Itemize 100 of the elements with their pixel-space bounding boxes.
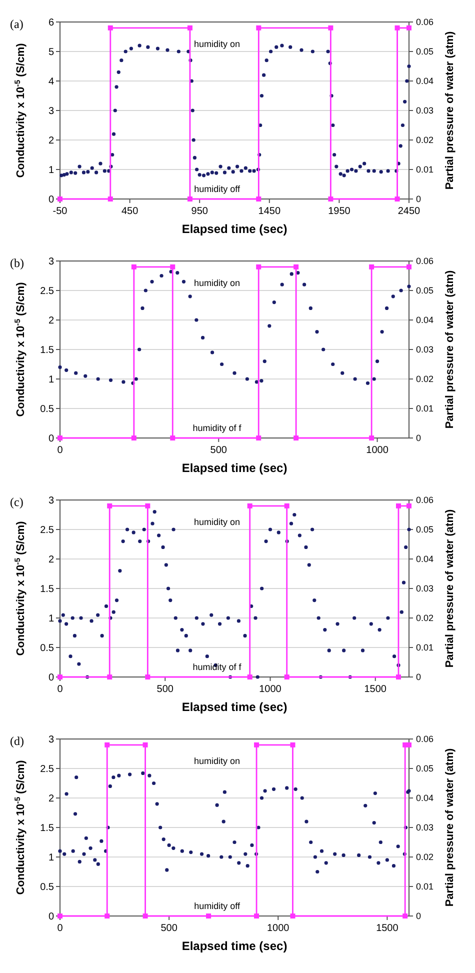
y2-tick-label: 0.04 — [416, 76, 434, 86]
y-tick-label: 1.5 — [40, 584, 54, 595]
text: (a) — [10, 17, 24, 32]
x-axis-title: Elapsed time (sec) — [182, 222, 288, 236]
y2-tick-label: 0.02 — [416, 613, 434, 624]
y-tick-label: 3 — [48, 496, 54, 506]
y2-tick-label: 0 — [416, 911, 422, 922]
y2-tick-label: 0.01 — [416, 642, 434, 653]
point — [188, 294, 192, 298]
point — [194, 318, 198, 322]
y-tick-label: 1 — [48, 165, 54, 176]
x-tick-label: -50 — [52, 206, 68, 217]
x-tick-label: 1000 — [366, 445, 389, 456]
y2-tick-label: 0.03 — [416, 584, 434, 594]
x-tick-label: 1000 — [267, 923, 290, 934]
y2-tick-label: 0.06 — [416, 256, 434, 266]
point — [399, 288, 403, 292]
y-tick-label: 2.5 — [40, 525, 54, 536]
point — [353, 377, 357, 381]
y2-tick-label: 0.04 — [416, 793, 434, 804]
text: (c) — [10, 495, 24, 510]
y2-tick-label: 0.06 — [416, 734, 434, 744]
y2-tick-label: 0 — [416, 194, 422, 204]
y-tick-label: 1.5 — [40, 345, 54, 356]
point — [140, 306, 144, 310]
point — [160, 274, 164, 278]
x-tick-label: 0 — [57, 923, 64, 934]
point — [260, 378, 264, 383]
y-tick-label: 3 — [48, 734, 54, 746]
annotation: humidity on — [194, 39, 240, 50]
y-tick-label: 1.5 — [40, 823, 54, 834]
y-tick-label: 0 — [48, 912, 54, 922]
x-axis-title: Elapsed time (sec) — [182, 700, 288, 714]
point — [372, 377, 376, 381]
y2-tick-label: 0.01 — [416, 404, 434, 414]
point — [144, 288, 148, 292]
point — [315, 330, 319, 334]
annotation: humidity off — [194, 901, 240, 912]
point — [384, 306, 389, 310]
point — [150, 280, 154, 284]
y2-tick-label: 0.02 — [416, 852, 434, 862]
annotation: humidity on — [194, 278, 240, 288]
y2-axis-title: Partial pressure of water (atm) — [444, 270, 456, 429]
y2-tick-label: 0.05 — [416, 46, 434, 57]
text: (d) — [10, 734, 24, 748]
point — [331, 362, 335, 366]
point — [232, 371, 236, 375]
y-tick-label: 1 — [48, 374, 54, 386]
point — [64, 368, 68, 372]
point — [182, 280, 186, 284]
x-tick-label: 0 — [57, 445, 64, 456]
point — [322, 348, 326, 352]
y-tick-label: 0 — [48, 434, 54, 444]
y-tick-label: 3 — [48, 256, 54, 268]
point — [268, 324, 272, 328]
y-tick-label: 0.5 — [40, 882, 54, 893]
y-tick-label: 2 — [48, 136, 54, 146]
point — [200, 336, 205, 340]
point — [280, 282, 284, 286]
annotation: humidity of f — [192, 662, 242, 672]
y-tick-label: 2.5 — [40, 764, 54, 775]
y2-tick-label: 0.06 — [416, 17, 434, 28]
x-tick-label: 450 — [121, 206, 139, 217]
x-tick-label: 1450 — [258, 206, 281, 217]
y-tick-label: 4 — [48, 76, 54, 88]
point — [210, 350, 214, 354]
point — [138, 348, 142, 352]
x-tick-label: 500 — [160, 923, 178, 934]
point — [176, 271, 180, 275]
point — [262, 360, 266, 364]
y2-tick-label: 0.04 — [416, 315, 434, 326]
y2-tick-label: 0.01 — [416, 164, 434, 175]
x-tick-label: 500 — [156, 684, 174, 695]
y2-tick-label: 0.03 — [416, 344, 434, 355]
y2-tick-label: 0.02 — [416, 135, 434, 146]
y2-axis-title: Partial pressure of water (atm) — [444, 748, 456, 907]
y-tick-label: 6 — [48, 18, 54, 28]
x-tick-label: 1000 — [259, 684, 282, 695]
x-tick-label: 0 — [57, 684, 64, 695]
point — [58, 365, 62, 369]
point — [122, 380, 126, 384]
y-tick-label: 1 — [48, 614, 54, 624]
y2-tick-label: 0.06 — [416, 495, 434, 506]
text: (b) — [10, 256, 24, 270]
y2-tick-label: 0.05 — [416, 286, 434, 296]
x-tick-label: 1500 — [364, 684, 387, 695]
point — [272, 300, 276, 304]
y-tick-label: 1 — [48, 852, 54, 864]
y2-tick-label: 0 — [416, 433, 422, 444]
y-tick-label: 2 — [48, 316, 54, 326]
y2-tick-label: 0.05 — [416, 764, 434, 774]
x-axis-title: Elapsed time (sec) — [182, 461, 288, 475]
point — [375, 360, 380, 364]
y2-tick-label: 0.03 — [416, 822, 434, 833]
x-tick-label: 1500 — [376, 923, 399, 934]
point — [302, 282, 306, 286]
point — [108, 378, 113, 382]
annotation: humidity on — [194, 517, 240, 528]
y-tick-label: 0 — [48, 672, 54, 684]
y-tick-label: 5 — [48, 47, 54, 58]
